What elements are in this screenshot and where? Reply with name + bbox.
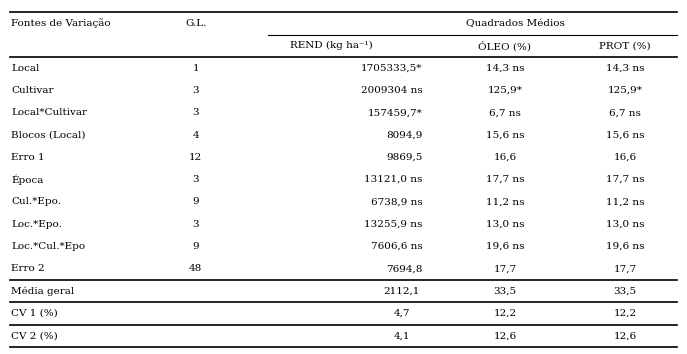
Text: 4: 4 (192, 131, 199, 139)
Text: 12,6: 12,6 (493, 331, 517, 340)
Text: 17,7: 17,7 (613, 264, 637, 273)
Text: 2112,1: 2112,1 (384, 287, 420, 296)
Text: 3: 3 (192, 175, 199, 184)
Text: Blocos (Local): Blocos (Local) (11, 131, 85, 139)
Text: CV 2 (%): CV 2 (%) (11, 331, 58, 340)
Text: Cultivar: Cultivar (11, 86, 54, 95)
Text: 19,6 ns: 19,6 ns (606, 242, 644, 251)
Text: 4,7: 4,7 (394, 309, 410, 318)
Text: 11,2 ns: 11,2 ns (486, 198, 524, 206)
Text: 6,7 ns: 6,7 ns (489, 108, 521, 117)
Text: 17,7 ns: 17,7 ns (606, 175, 644, 184)
Text: 9: 9 (192, 198, 199, 206)
Text: 16,6: 16,6 (493, 153, 517, 162)
Text: 12,2: 12,2 (493, 309, 517, 318)
Text: Média geral: Média geral (11, 286, 74, 296)
Text: REND (kg ha⁻¹): REND (kg ha⁻¹) (290, 41, 373, 50)
Text: Erro 1: Erro 1 (11, 153, 45, 162)
Text: 19,6 ns: 19,6 ns (486, 242, 524, 251)
Text: 13255,9 ns: 13255,9 ns (364, 220, 423, 229)
Text: 6738,9 ns: 6738,9 ns (371, 198, 423, 206)
Text: 11,2 ns: 11,2 ns (606, 198, 644, 206)
Text: 12: 12 (189, 153, 203, 162)
Text: Época: Época (11, 175, 43, 185)
Text: 33,5: 33,5 (493, 287, 517, 296)
Text: 16,6: 16,6 (613, 153, 637, 162)
Text: Loc.*Cul.*Epo: Loc.*Cul.*Epo (11, 242, 85, 251)
Text: Quadrados Médios: Quadrados Médios (466, 19, 565, 28)
Text: 12,6: 12,6 (613, 331, 637, 340)
Text: Cul.*Epo.: Cul.*Epo. (11, 198, 61, 206)
Text: 125,9*: 125,9* (608, 86, 642, 95)
Text: 13,0 ns: 13,0 ns (486, 220, 524, 229)
Text: 3: 3 (192, 108, 199, 117)
Text: 48: 48 (189, 264, 203, 273)
Text: 157459,7*: 157459,7* (368, 108, 423, 117)
Text: Erro 2: Erro 2 (11, 264, 45, 273)
Text: 12,2: 12,2 (613, 309, 637, 318)
Text: 7606,6 ns: 7606,6 ns (371, 242, 423, 251)
Text: 14,3 ns: 14,3 ns (606, 64, 644, 73)
Text: PROT (%): PROT (%) (599, 41, 651, 50)
Text: 17,7: 17,7 (493, 264, 517, 273)
Text: 15,6 ns: 15,6 ns (486, 131, 524, 139)
Text: 13,0 ns: 13,0 ns (606, 220, 644, 229)
Text: 3: 3 (192, 220, 199, 229)
Text: Fontes de Variação: Fontes de Variação (11, 19, 111, 28)
Text: Loc.*Epo.: Loc.*Epo. (11, 220, 62, 229)
Text: 1: 1 (192, 64, 199, 73)
Text: ÓLEO (%): ÓLEO (%) (478, 41, 532, 51)
Text: 7694,8: 7694,8 (386, 264, 423, 273)
Text: 17,7 ns: 17,7 ns (486, 175, 524, 184)
Text: 9869,5: 9869,5 (386, 153, 423, 162)
Text: 6,7 ns: 6,7 ns (609, 108, 641, 117)
Text: 33,5: 33,5 (613, 287, 637, 296)
Text: 4,1: 4,1 (394, 331, 410, 340)
Text: CV 1 (%): CV 1 (%) (11, 309, 58, 318)
Text: Local: Local (11, 64, 39, 73)
Text: 125,9*: 125,9* (488, 86, 522, 95)
Text: 15,6 ns: 15,6 ns (606, 131, 644, 139)
Text: G.L.: G.L. (185, 19, 207, 28)
Text: 13121,0 ns: 13121,0 ns (364, 175, 423, 184)
Text: 9: 9 (192, 242, 199, 251)
Text: 2009304 ns: 2009304 ns (361, 86, 423, 95)
Text: 8094,9: 8094,9 (386, 131, 423, 139)
Text: 14,3 ns: 14,3 ns (486, 64, 524, 73)
Text: 3: 3 (192, 86, 199, 95)
Text: 1705333,5*: 1705333,5* (361, 64, 423, 73)
Text: Local*Cultivar: Local*Cultivar (11, 108, 87, 117)
